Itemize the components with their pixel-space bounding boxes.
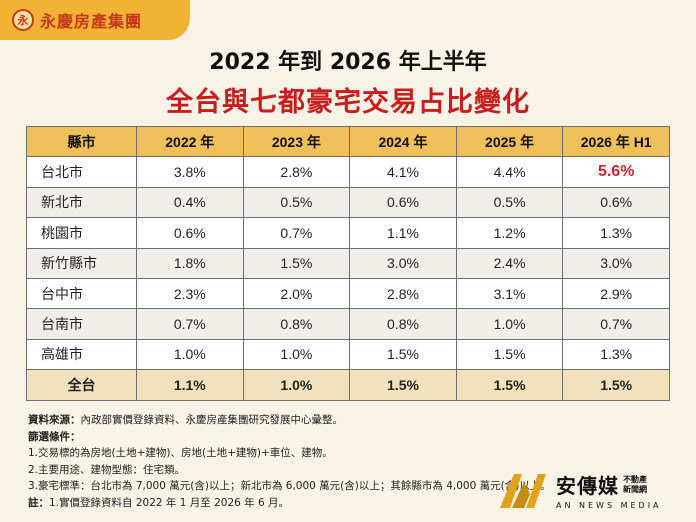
source-text: 內政部實價登錄資料、永慶房產集團研究發展中心彙整。 [80, 414, 344, 426]
table-row: 新北市 0.4% 0.5% 0.6% 0.5% 0.6% [26, 186, 670, 219]
brand-subtitle: AN NEWS MEDIA [556, 501, 662, 510]
value-cell: 1.5% [455, 338, 564, 371]
source-note: 資料來源：內政部實價登錄資料、永慶房產集團研究發展中心彙整。 [28, 412, 588, 429]
criteria-item: 2.主要用途、建物型態：住宅類。 [28, 463, 186, 476]
value-cell: 0.4% [136, 186, 244, 219]
total-value-cell: 1.5% [349, 369, 457, 401]
remark-text: 1.實價登錄資料自 2022 年 1 月至 2026 年 6 月。 [49, 496, 290, 509]
value-cell: 0.6% [136, 217, 244, 249]
criteria-item: 3.豪宅標準：台北市為 7,000 萬元(含)以上；新北市為 6,000 萬元(… [28, 480, 551, 492]
value-cell: 1.3% [562, 217, 670, 249]
remark-label: 註： [28, 496, 49, 509]
value-cell: 1.0% [455, 308, 564, 340]
value-cell: 0.5% [242, 186, 351, 219]
value-cell: 0.8% [242, 308, 351, 340]
city-cell: 台北市 [26, 156, 137, 188]
header-cell: 2026 年 H1 [562, 125, 670, 158]
an-news-logo-icon [500, 474, 546, 508]
total-value-cell: 1.5% [562, 369, 670, 401]
value-cell: 0.7% [136, 308, 244, 340]
criteria-item: 1.交易標的為房地(土地+建物)、房地(土地+建物)+車位、建物。 [28, 447, 333, 459]
value-cell: 2.8% [349, 277, 457, 310]
value-cell: 1.5% [242, 247, 351, 279]
header-cell: 2022 年 [136, 125, 244, 158]
table-header-row: 縣市 2022 年 2023 年 2024 年 2025 年 2026 年 H1 [26, 125, 670, 158]
value-cell: 2.9% [562, 277, 670, 310]
media-watermark: 安傳媒 不動產 新聞網 AN NEWS MEDIA [498, 462, 694, 518]
company-name: 永慶房產集團 [40, 12, 143, 31]
value-cell: 2.3% [136, 277, 244, 310]
value-cell: 0.6% [349, 186, 457, 219]
value-cell: 1.1% [349, 217, 457, 249]
value-cell: 2.0% [242, 277, 351, 310]
city-cell: 台中市 [26, 277, 137, 310]
city-cell: 桃園市 [26, 217, 137, 249]
table-row: 桃園市 0.6% 0.7% 1.1% 1.2% 1.3% [26, 217, 670, 249]
criteria-label-line: 篩選條件： [28, 429, 588, 446]
value-cell: 2.4% [455, 247, 564, 279]
value-cell: 4.4% [455, 156, 564, 188]
logo-mark-icon: 永 [12, 9, 34, 31]
value-cell: 0.8% [349, 308, 457, 340]
criteria-label: 篩選條件： [28, 430, 81, 443]
value-cell: 0.5% [455, 186, 564, 219]
header-cell: 2024 年 [349, 125, 457, 158]
page-subtitle: 全台與七都豪宅交易占比變化 [166, 87, 530, 118]
city-cell: 台南市 [26, 308, 137, 340]
city-cell: 高雄市 [26, 338, 137, 371]
value-cell: 3.0% [562, 247, 670, 279]
total-value-cell: 1.1% [136, 369, 244, 401]
value-cell: 3.1% [455, 277, 564, 310]
total-label-cell: 全台 [26, 369, 137, 401]
value-cell: 3.0% [349, 247, 457, 279]
value-cell: 1.5% [349, 338, 457, 371]
total-value-cell: 1.0% [242, 369, 351, 401]
city-cell: 新竹縣市 [26, 247, 137, 279]
value-cell: 0.7% [562, 308, 670, 340]
table-total-row: 全台 1.1% 1.0% 1.5% 1.5% 1.5% [26, 369, 670, 401]
brand-tag: 不動產 新聞網 [623, 475, 647, 495]
table-row: 台北市 3.8% 2.8% 4.1% 4.4% 5.6% [26, 156, 670, 188]
value-cell: 0.6% [562, 186, 670, 219]
company-logo: 永 永慶房產集團 [0, 0, 190, 40]
value-cell: 1.2% [455, 217, 564, 249]
total-value-cell: 1.5% [455, 369, 564, 401]
luxury-share-table: 縣市 2022 年 2023 年 2024 年 2025 年 2026 年 H1… [26, 125, 670, 401]
city-cell: 新北市 [26, 186, 137, 219]
header-cell: 2023 年 [242, 125, 351, 158]
value-cell: 1.0% [242, 338, 351, 371]
table-row: 台中市 2.3% 2.0% 2.8% 3.1% 2.9% [26, 277, 670, 310]
value-cell: 2.8% [242, 156, 351, 188]
footnotes: 資料來源：內政部實價登錄資料、永慶房產集團研究發展中心彙整。 篩選條件： 1.交… [28, 412, 588, 511]
header-cell: 2025 年 [455, 125, 564, 158]
brand-name: 安傳媒 [556, 474, 619, 498]
table-row: 新竹縣市 1.8% 1.5% 3.0% 2.4% 3.0% [26, 247, 670, 279]
page-title: 2022 年到 2026 年上半年 [209, 50, 487, 75]
value-cell: 3.8% [136, 156, 244, 188]
brand-tag-line1: 不動產 [623, 474, 647, 484]
brand-tag-line2: 新聞網 [623, 484, 647, 494]
value-cell: 1.8% [136, 247, 244, 279]
table-row: 高雄市 1.0% 1.0% 1.5% 1.5% 1.3% [26, 338, 670, 371]
source-label: 資料來源： [28, 414, 81, 426]
value-cell: 1.0% [136, 338, 244, 371]
highlight-value-cell: 5.6% [562, 156, 670, 188]
value-cell: 1.3% [562, 338, 670, 371]
table-row: 台南市 0.7% 0.8% 0.8% 1.0% 0.7% [26, 308, 670, 340]
header-cell: 縣市 [26, 125, 137, 158]
value-cell: 0.7% [242, 217, 351, 249]
remark-note: 註：1.實價登錄資料自 2022 年 1 月至 2026 年 6 月。 [28, 495, 588, 512]
value-cell: 4.1% [349, 156, 457, 188]
